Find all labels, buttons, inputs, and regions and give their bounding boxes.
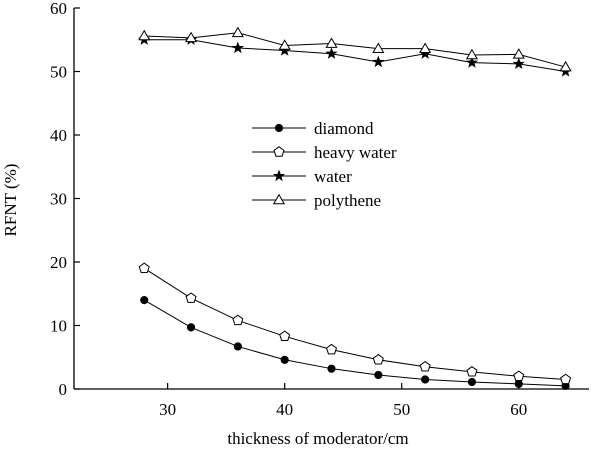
- x-axis-label: thickness of moderator/cm: [227, 429, 408, 448]
- data-point-diamond: [233, 342, 242, 351]
- y-tick-label: 40: [50, 126, 67, 145]
- legend-item-water: water: [252, 167, 352, 186]
- data-point-polythene: [138, 29, 151, 41]
- legend-item-diamond: diamond: [252, 119, 374, 138]
- data-point-heavy-water: [560, 373, 572, 385]
- legend-label: polythene: [314, 191, 381, 210]
- y-tick-label: 60: [50, 0, 67, 18]
- series-line-heavy-water: [143, 267, 566, 380]
- data-point-polythene: [184, 31, 198, 43]
- data-point-polythene: [559, 60, 572, 72]
- data-point-heavy-water: [466, 366, 478, 377]
- legend-label: heavy water: [314, 143, 397, 162]
- series-diamond: [140, 296, 570, 390]
- data-point-diamond: [280, 355, 289, 364]
- data-point-polythene: [465, 48, 479, 60]
- legend-label: water: [314, 167, 352, 186]
- data-point-diamond: [421, 375, 430, 384]
- data-point-water: [231, 41, 244, 54]
- x-tick-label: 30: [159, 400, 176, 419]
- legend-marker: [272, 193, 286, 205]
- x-tick-label: 50: [393, 400, 410, 419]
- series-line-polythene: [144, 32, 566, 68]
- axes: 0 10 20 30 40 50 60 30 40 50 60: [50, 0, 589, 419]
- series-polythene: [138, 26, 572, 72]
- data-point-heavy-water: [185, 292, 197, 303]
- data-point-diamond: [467, 377, 477, 387]
- series-line-diamond: [143, 299, 566, 387]
- y-tick-label: 0: [59, 380, 68, 399]
- series-heavy-water: [138, 262, 572, 385]
- data-point-polythene: [512, 48, 525, 59]
- data-point-water: [325, 47, 338, 59]
- y-tick-label: 30: [50, 190, 67, 209]
- legend: diamond heavy water water polythene: [252, 119, 397, 210]
- series-layer: [138, 26, 572, 390]
- y-axis-label: RFNT (%): [1, 164, 20, 237]
- x-tick-label: 40: [276, 400, 293, 419]
- legend-item-heavy-water: heavy water: [252, 143, 397, 162]
- series-line-water: [144, 39, 566, 72]
- data-point-heavy-water: [513, 370, 525, 382]
- data-point-water: [465, 56, 479, 68]
- data-point-heavy-water: [232, 314, 244, 326]
- data-point-diamond: [514, 379, 523, 389]
- data-point-heavy-water: [419, 360, 431, 372]
- y-tick-label: 10: [50, 317, 67, 336]
- data-point-heavy-water: [279, 330, 291, 341]
- data-point-heavy-water: [138, 262, 150, 274]
- data-point-diamond: [140, 296, 149, 305]
- data-point-water: [512, 57, 525, 70]
- data-point-diamond: [327, 364, 336, 373]
- legend-marker: [272, 169, 286, 182]
- legend-marker: [273, 146, 285, 157]
- legend-marker: [274, 123, 284, 133]
- y-tick-label: 20: [50, 253, 67, 272]
- x-tick-label: 60: [510, 400, 527, 419]
- data-point-polythene: [231, 26, 244, 38]
- data-point-heavy-water: [325, 343, 338, 355]
- legend-label: diamond: [314, 119, 374, 138]
- data-point-polythene: [419, 42, 432, 53]
- y-tick-label: 50: [50, 63, 67, 82]
- data-point-polythene: [325, 37, 338, 48]
- data-point-diamond: [186, 323, 196, 332]
- data-point-polythene: [372, 42, 385, 53]
- legend-item-polythene: polythene: [252, 191, 381, 210]
- data-point-heavy-water: [372, 353, 384, 365]
- data-point-polythene: [278, 39, 291, 50]
- series-water: [138, 33, 572, 77]
- data-point-water: [372, 55, 385, 68]
- data-point-diamond: [374, 370, 383, 380]
